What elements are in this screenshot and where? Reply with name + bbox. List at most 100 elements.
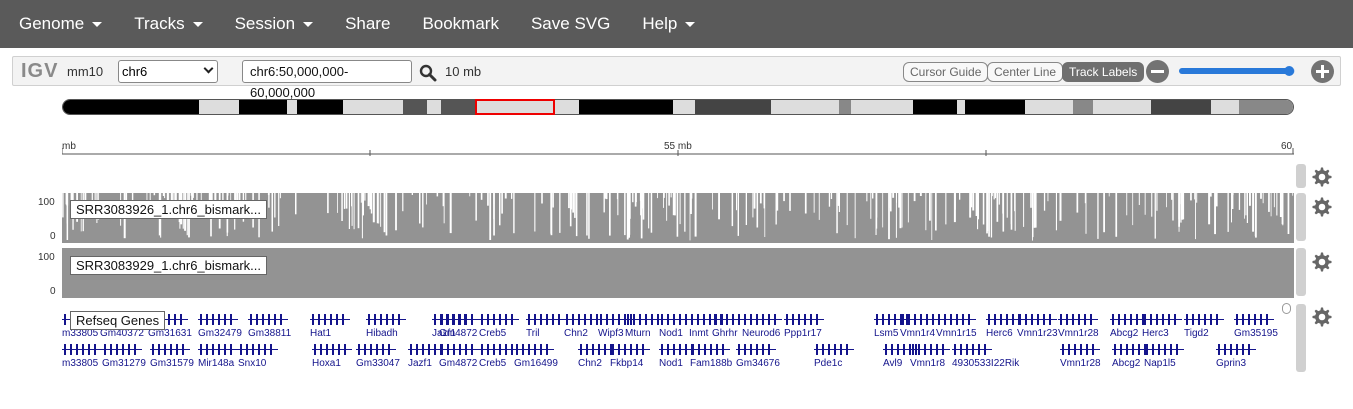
signal-gap [836,193,838,234]
gene-label[interactable]: Mturn [625,328,651,339]
nav-help[interactable]: Help [626,0,711,48]
gene-label[interactable]: Fam188b [690,358,733,369]
gene-label[interactable]: Abcg2 [1112,358,1141,369]
window-size-label: 10 mb [445,64,482,79]
methylation-track-2[interactable] [62,248,1294,298]
gene-label[interactable]: Vmn1r28 [1060,358,1101,369]
gene-label[interactable]: Gm34676 [736,358,780,369]
gene-label[interactable]: Jazf1 [432,328,456,339]
gene-label[interactable]: Mir148a [198,358,235,369]
genomic-ruler[interactable] [62,140,1294,162]
signal-gap [679,193,681,225]
gene-label[interactable]: Gm33047 [356,358,400,369]
gene-label[interactable]: Gm4872 [439,358,478,369]
gene-label[interactable]: Gm32479 [198,328,242,339]
center-line-button[interactable]: Center Line [987,62,1064,82]
gene-label[interactable]: Pde1c [814,358,843,369]
gene-exon [1086,344,1088,355]
nav-share[interactable]: Share [329,0,406,48]
gene-label[interactable]: Herc6 [986,328,1013,339]
chromosome-select[interactable]: chr6 [118,60,218,83]
gene-label[interactable]: Tril [526,328,540,339]
gene-label[interactable]: m33805 [62,358,99,369]
nav-genome[interactable]: Genome [0,0,118,48]
caret-down-icon [92,21,103,27]
gene-label[interactable]: Jazf1 [408,358,432,369]
track2-name-label[interactable]: SRR3083929_1.chr6_bismark... [70,256,267,275]
gene-label[interactable]: Chn2 [578,358,602,369]
refseq-gene-track[interactable]: m33805 Gm40372 Gm31631 Gm32479 Gm38811 Hat1 Hi… [62,304,1294,372]
gene-label[interactable]: Wipf3 [598,328,624,339]
gene-label[interactable]: Gm16499 [514,358,558,369]
gene-label[interactable]: Gm31631 [148,328,192,339]
gear-icon[interactable] [1311,166,1333,188]
chromosome-ideogram[interactable] [62,99,1294,115]
gene-exon [912,344,914,355]
methylation-track-1[interactable] [62,193,1294,243]
gene-label[interactable]: Nod1 [659,358,683,369]
gene-track-name-label[interactable]: Refseq Genes [70,311,166,330]
gene-label[interactable]: Gm38811 [248,328,292,339]
gene-exon [422,344,424,355]
gene-label[interactable]: Vmn1r23 [1017,328,1058,339]
gene-track-expand-badge[interactable]: 0 [1282,303,1291,314]
locus-search-input[interactable]: chr6:50,000,000-60,000,000 [242,60,412,100]
gene-label[interactable]: Ppp1r17 [784,328,822,339]
gene-label[interactable]: 4930533I22Rik [952,358,1020,369]
gene-label[interactable]: Fkbp14 [610,358,644,369]
gear-icon[interactable] [1311,251,1333,273]
gene-label[interactable]: Creb5 [479,358,507,369]
genome-label[interactable]: mm10 [67,64,104,79]
gene-label[interactable]: Creb5 [479,328,507,339]
gene-label[interactable]: Vmn1r4 [900,328,936,339]
gene-exon [750,314,752,325]
gene-label[interactable]: Inmt [689,328,709,339]
signal-gap [690,193,692,196]
gene-label[interactable]: Ghrhr [712,328,738,339]
gene-label[interactable]: Neurod6 [742,328,781,339]
gene-label[interactable]: Tigd2 [1184,328,1209,339]
track-drag-handle[interactable] [1296,304,1306,372]
track-drag-handle[interactable] [1296,164,1306,188]
gene-label[interactable]: Chn2 [564,328,588,339]
gear-icon[interactable] [1311,196,1333,218]
gear-icon[interactable] [1311,306,1333,328]
gene-exon [110,344,112,355]
gene-label[interactable]: Nod1 [659,328,683,339]
gene-label[interactable]: Hibadh [366,328,398,339]
gene-label[interactable]: Vmn1r28 [1058,328,1099,339]
gene-label[interactable]: Abcg2 [1110,328,1139,339]
track1-name-label[interactable]: SRR3083926_1.chr6_bismark... [70,200,267,219]
signal-gap [993,193,995,200]
gene-label[interactable]: Vmn1r15 [936,328,977,339]
search-icon[interactable] [419,64,437,82]
gene-label[interactable]: Nap1l5 [1144,358,1176,369]
gene-exon [897,344,899,355]
gene-label[interactable]: Avl9 [883,358,903,369]
gene-label[interactable]: Lsm5 [874,328,899,339]
zoom-in-button[interactable] [1311,60,1334,83]
track-drag-handle[interactable] [1296,193,1306,241]
gene-label[interactable]: Vmn1r8 [910,358,946,369]
gene-label[interactable]: Gm31579 [150,358,194,369]
nav-tracks[interactable]: Tracks [118,0,218,48]
gene-label[interactable]: Gm40372 [100,328,144,339]
nav-bookmark[interactable]: Bookmark [406,0,515,48]
gene-label[interactable]: Gm4872 [439,328,478,339]
cursor-guide-button[interactable]: Cursor Guide [903,62,989,82]
gene-label[interactable]: Gprin3 [1216,358,1247,369]
gene-label[interactable]: Gm35195 [1234,328,1278,339]
gene-label[interactable]: Snx10 [238,358,267,369]
nav-save-svg[interactable]: Save SVG [515,0,626,48]
signal-gap [953,193,956,223]
track-labels-button[interactable]: Track Labels [1062,62,1145,82]
gene-label[interactable]: m33805 [62,328,99,339]
gene-label[interactable]: Hoxa1 [312,358,341,369]
zoom-out-button[interactable] [1146,60,1169,83]
track-drag-handle[interactable] [1296,248,1306,296]
zoom-slider[interactable] [1179,66,1295,76]
gene-label[interactable]: Gm31279 [102,358,146,369]
gene-label[interactable]: Hat1 [310,328,332,339]
nav-session[interactable]: Session [219,0,329,48]
gene-label[interactable]: Herc3 [1142,328,1169,339]
